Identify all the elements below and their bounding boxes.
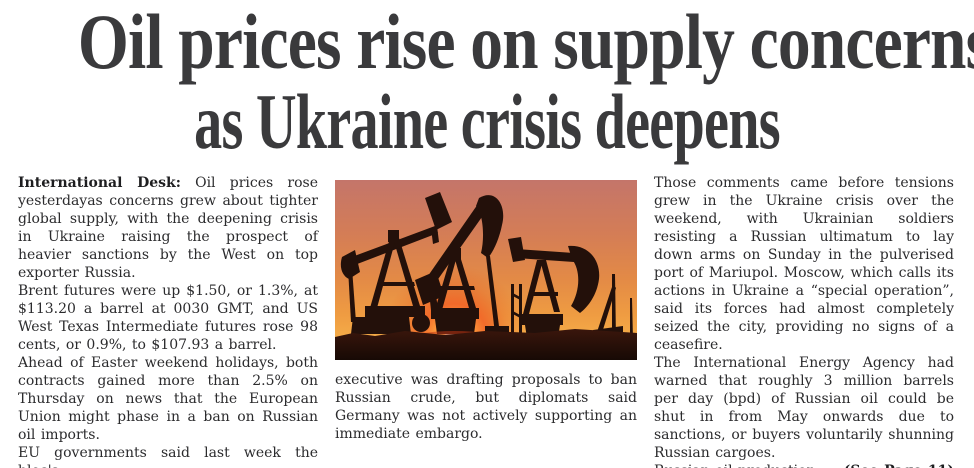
paragraph: Ahead of Easter weekend holidays, both c… [18,355,318,443]
article-body: International Desk: Oil prices rose yest… [0,174,974,468]
column-left: International Desk: Oil prices rose yest… [18,174,318,468]
paragraph-last-text: Russian oil production [654,462,816,468]
ground [335,329,637,360]
paragraph-lead: International Desk: Oil prices rose yest… [18,174,318,282]
paragraph: Brent futures were up $1.50, or 1.3%, at… [18,283,318,353]
headline: Oil prices rise on supply concerns as Uk… [0,0,974,162]
headline-line-1: Oil prices rise on supply concerns [77,0,974,85]
paragraph-last: Russian oil production (See Page-11) [654,462,954,468]
dateline-label: International Desk: [18,175,181,191]
paragraph: Those comments came before tensions grew… [654,175,954,353]
sunset-pumpjacks-image [335,180,637,360]
column-right: Those comments came before tensions grew… [654,174,954,468]
pumpjacks-photo [335,180,637,360]
column-middle: executive was drafting proposals to ban … [335,174,637,468]
see-page-ref: (See Page-11) [844,462,954,468]
paragraph: The International Energy Agency had warn… [654,355,954,461]
paragraph-lead-text: Oil prices rose yesterdayas concerns gre… [18,175,318,281]
pumpjack-silhouettes [340,192,633,340]
headline-line-2: as Ukraine crisis deepens [194,78,780,165]
paragraph-continued: EU governments said last week the bloc's [18,445,318,468]
paragraph-continuation: executive was drafting proposals to ban … [335,372,637,442]
